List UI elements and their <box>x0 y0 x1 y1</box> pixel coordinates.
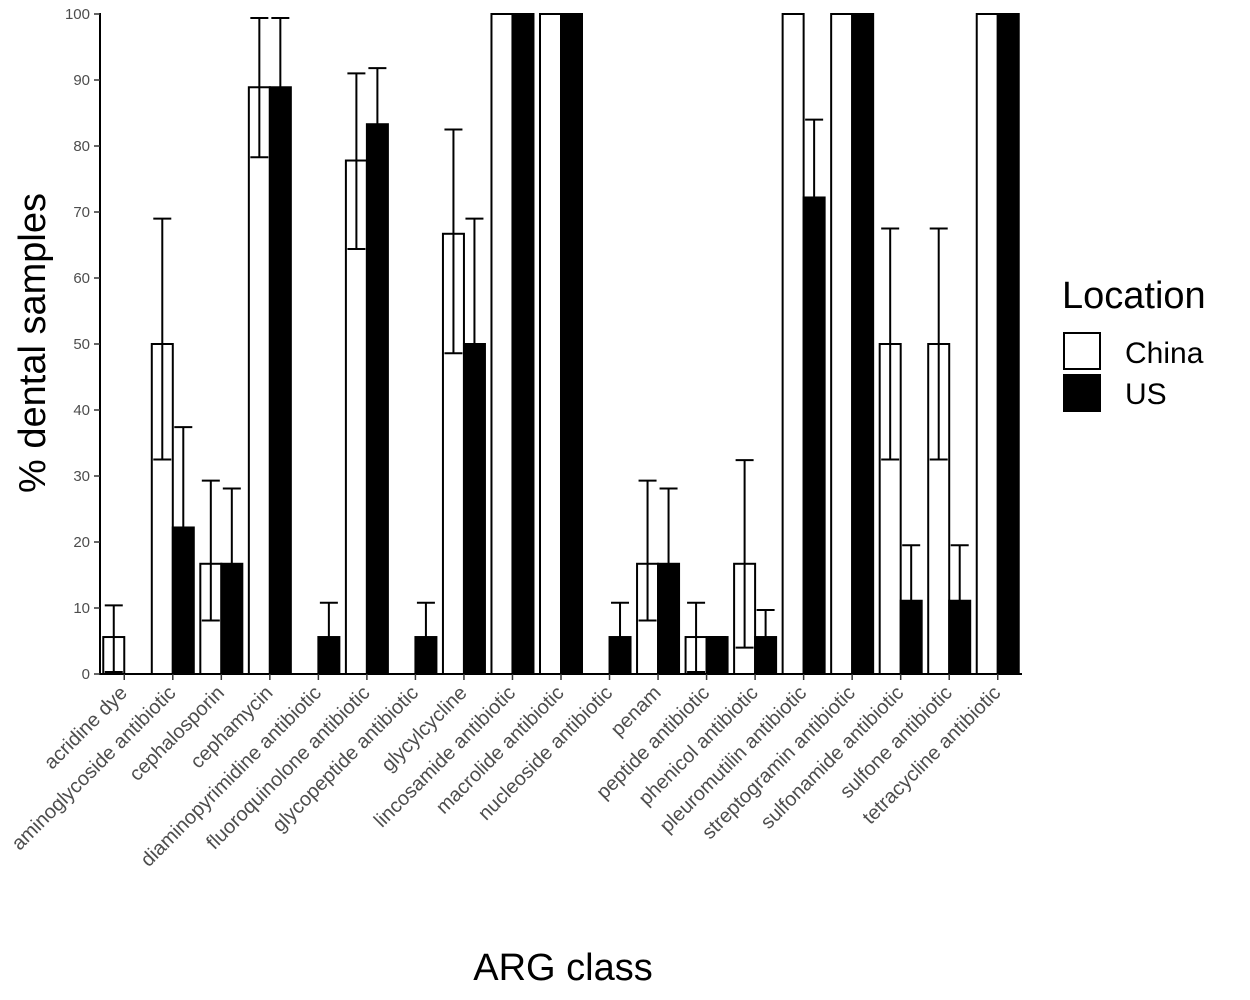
errorbar-china-5 <box>347 72 366 250</box>
bar-us-3 <box>268 86 292 675</box>
errorbar-china-12 <box>687 601 706 674</box>
bar-us-18 <box>996 13 1020 675</box>
bars-layer <box>102 13 1020 676</box>
errorbar-us-11 <box>659 487 678 642</box>
bar-china-14 <box>781 13 805 675</box>
y-ticks-layer: 0 10 20 30 40 50 60 70 80 90 100 <box>65 6 100 683</box>
legend-label-china: China <box>1125 337 1204 370</box>
errorbar-us-4 <box>319 601 338 674</box>
errorbar-us-5 <box>368 67 387 194</box>
errorbars-layer <box>104 16 969 674</box>
legend-swatch-us <box>1063 374 1101 412</box>
y-tick-label: 100 <box>65 6 90 23</box>
errorbar-us-14 <box>805 118 824 279</box>
errorbar-china-13 <box>735 459 754 649</box>
bar-us-9 <box>560 13 583 675</box>
errorbar-us-16 <box>902 544 921 649</box>
errorbar-china-0 <box>104 604 123 674</box>
y-tick-label: 40 <box>73 402 90 419</box>
bar-us-5 <box>365 123 389 676</box>
errorbar-china-17 <box>929 227 948 461</box>
errorbar-us-17 <box>950 544 969 649</box>
y-tick-label: 80 <box>73 138 90 155</box>
errorbar-us-12 <box>708 636 727 674</box>
bar-us-8 <box>511 13 535 675</box>
bar-china-15 <box>830 13 854 675</box>
errorbar-us-13 <box>756 608 775 674</box>
y-tick-label: 30 <box>73 468 90 485</box>
errorbar-china-2 <box>201 479 220 622</box>
errorbar-china-11 <box>638 479 657 622</box>
y-tick-label: 60 <box>73 270 90 287</box>
errorbar-china-7 <box>444 128 463 355</box>
errorbar-us-1 <box>174 426 193 629</box>
y-tick-label: 20 <box>73 534 90 551</box>
errorbar-china-16 <box>881 227 900 461</box>
errorbar-us-7 <box>465 217 484 444</box>
errorbar-china-1 <box>153 217 172 461</box>
bar-china-18 <box>975 13 999 675</box>
y-tick-label: 90 <box>73 72 90 89</box>
bar-china-9 <box>539 13 562 675</box>
x-axis-title: ARG class <box>473 947 652 989</box>
legend-swatch-china <box>1063 332 1101 370</box>
legend: Location China US <box>1062 275 1206 412</box>
y-tick-label: 70 <box>73 204 90 221</box>
errorbar-us-10 <box>611 601 630 674</box>
y-axis-title: % dental samples <box>12 193 54 493</box>
y-tick-label: 0 <box>82 666 90 683</box>
legend-title: Location <box>1062 275 1206 317</box>
legend-label-us: US <box>1125 378 1167 411</box>
errorbar-us-2 <box>222 487 241 642</box>
bar-us-15 <box>851 13 875 675</box>
errorbar-us-6 <box>416 601 435 674</box>
y-tick-label: 50 <box>73 336 90 353</box>
bar-china-8 <box>490 13 514 675</box>
y-tick-label: 10 <box>73 600 90 617</box>
bar-china-3 <box>247 86 271 675</box>
errorbar-china-3 <box>250 16 269 159</box>
errorbar-us-3 <box>271 16 290 159</box>
